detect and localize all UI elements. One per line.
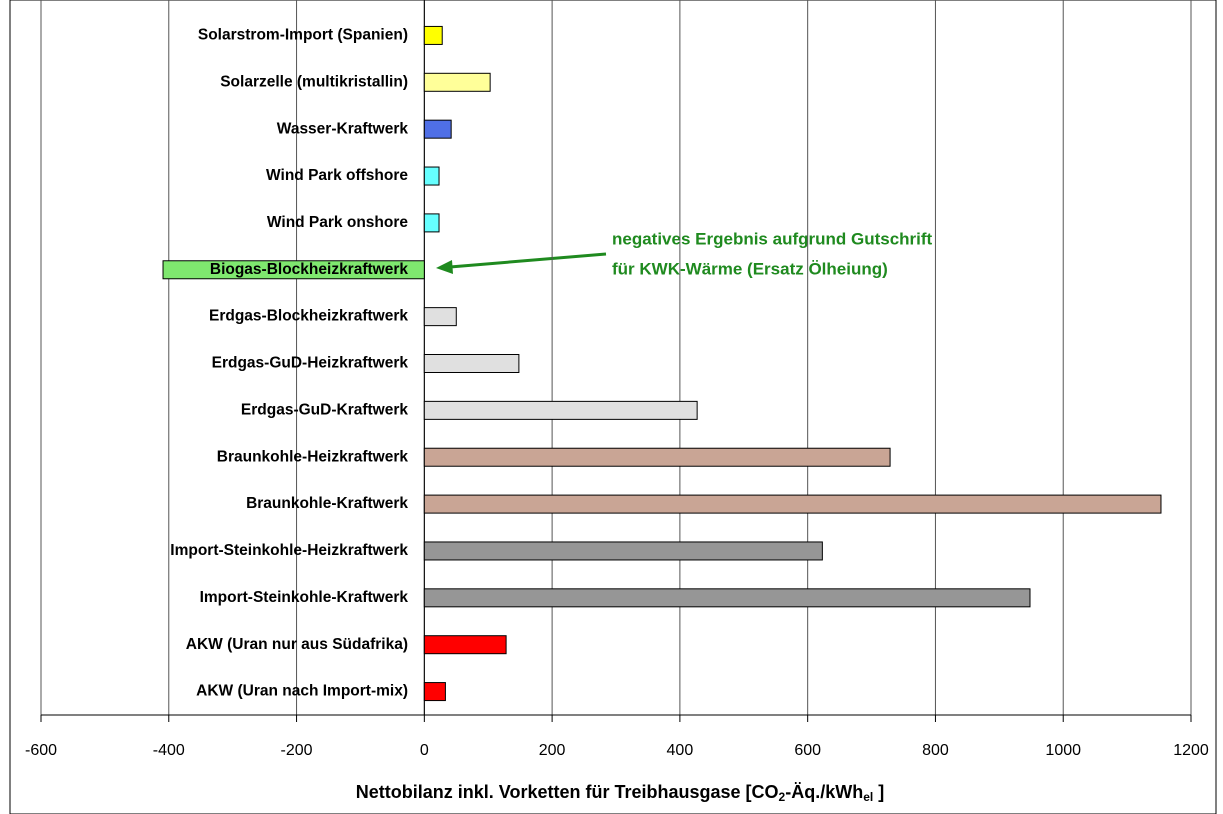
annotation: negatives Ergebnis aufgrund Gutschrift (612, 229, 933, 248)
x-tick-label: 1200 (1173, 742, 1209, 759)
bar (423, 307, 457, 327)
y-tick-label: Import-Steinkohle-Heizkraftwerk (170, 542, 408, 559)
y-tick-label: Biogas-Blockheizkraftwerk (210, 261, 408, 278)
x-tick-label: 800 (922, 742, 949, 759)
bar (162, 260, 425, 280)
y-tick-label: AKW (Uran nur aus Südafrika) (186, 636, 408, 653)
bar (423, 119, 452, 139)
y-tick-label: AKW (Uran nach Import-mix) (196, 683, 408, 700)
x-tick-label: 200 (539, 742, 566, 759)
bar (423, 447, 891, 467)
x-tick-label: 1000 (1045, 742, 1081, 759)
bar (423, 494, 1162, 514)
y-tick-label: Import-Steinkohle-Kraftwerk (200, 589, 409, 606)
bar (423, 588, 1031, 608)
x-tick-label: -200 (281, 742, 313, 759)
x-tick-label: -600 (25, 742, 57, 759)
x-axis-title-part: Nettobilanz inkl. Vorketten für Treibhau… (356, 782, 779, 802)
x-axis-title-part: ] (873, 782, 884, 802)
bar (423, 72, 491, 92)
annotation-arrowhead (436, 260, 453, 274)
y-tick-label: Braunkohle-Kraftwerk (246, 495, 408, 512)
x-axis-title-part: -Äq./kWh (785, 782, 863, 802)
y-tick-label: Wind Park onshore (267, 214, 408, 231)
y-tick-label: Wind Park offshore (266, 167, 408, 184)
bar (423, 354, 520, 373)
x-tick-label: 400 (667, 742, 694, 759)
bar (423, 166, 440, 186)
bar (423, 25, 443, 45)
x-tick-label: 0 (420, 742, 429, 759)
bar (423, 682, 446, 702)
x-axis-title-sub: 2 (779, 790, 786, 804)
bar (423, 541, 823, 561)
bar (423, 400, 698, 420)
annotation-arrow (449, 252, 607, 269)
y-tick-label: Braunkohle-Heizkraftwerk (217, 448, 409, 465)
bar (423, 635, 507, 655)
x-axis-title-sub: el (863, 790, 873, 804)
x-axis-title: Nettobilanz inkl. Vorketten für Treibhau… (356, 782, 884, 804)
y-tick-label: Erdgas-Blockheizkraftwerk (209, 308, 408, 325)
y-tick-label: Solarzelle (multikristallin) (220, 73, 408, 90)
y-tick-label: Wasser-Kraftwerk (277, 120, 409, 137)
x-tick-label: 600 (794, 742, 821, 759)
bar (423, 213, 440, 233)
y-tick-label: Erdgas-GuD-Kraftwerk (241, 401, 408, 418)
x-tick-label: -400 (153, 742, 185, 759)
y-tick-label: Solarstrom-Import (Spanien) (198, 27, 408, 44)
annotation: für KWK-Wärme (Ersatz Ölheiung) (612, 259, 888, 278)
y-tick-label: Erdgas-GuD-Heizkraftwerk (212, 355, 409, 372)
